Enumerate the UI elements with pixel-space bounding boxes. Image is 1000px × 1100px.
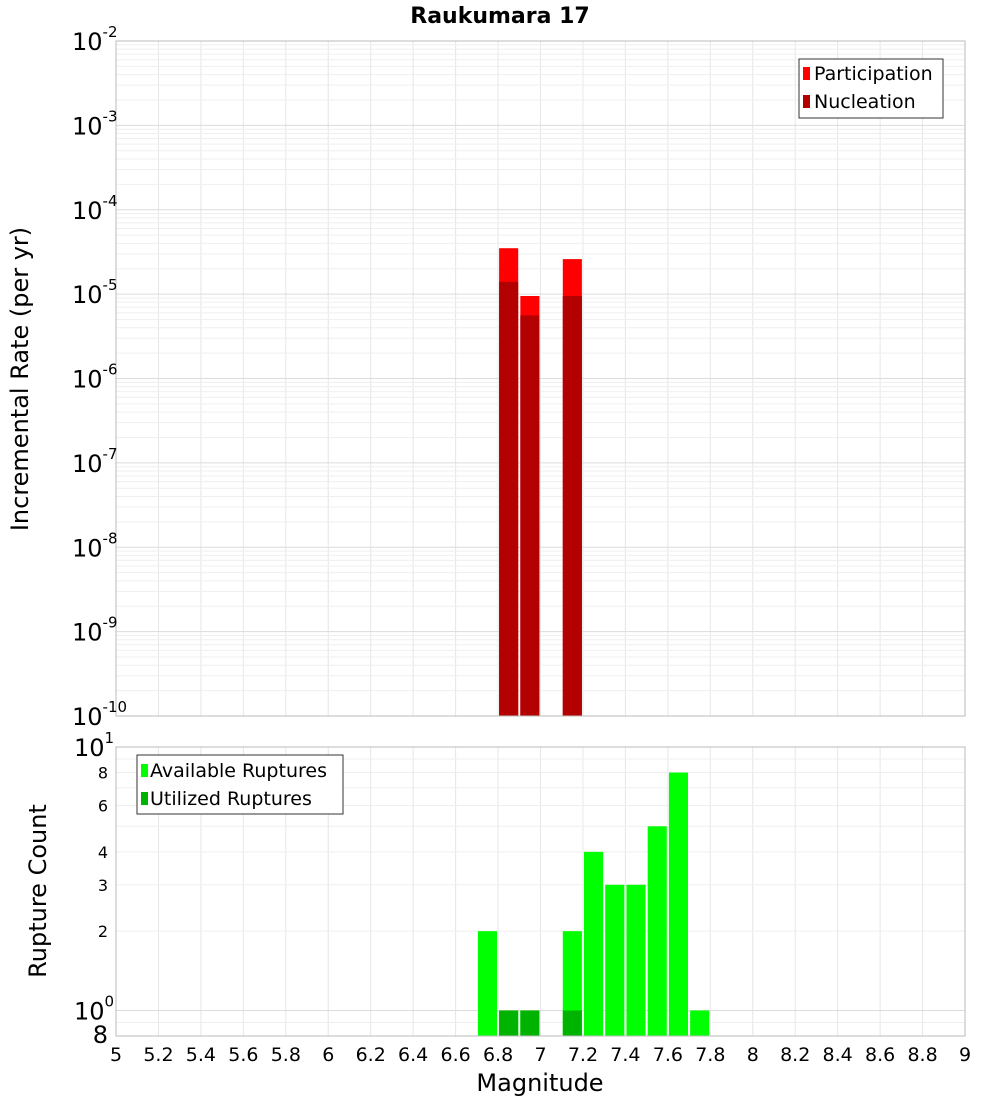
utilized-ruptures-bar: [499, 1010, 519, 1036]
bottom-y-axis-label: Rupture Count: [24, 804, 52, 978]
x-tick-label: 7.6: [653, 1044, 683, 1066]
legend-label-nucleation: Nucleation: [814, 91, 916, 113]
x-tick-label: 8.4: [823, 1044, 853, 1066]
x-tick-label: 8: [747, 1044, 759, 1066]
top-y-tick-exponent: -9: [103, 614, 118, 632]
x-tick-label: 5.8: [271, 1044, 301, 1066]
top-y-tick-exponent: -2: [103, 23, 118, 41]
x-tick-label: 5.2: [143, 1044, 173, 1066]
legend-swatch-participation: [803, 67, 810, 80]
x-tick-label: 8.2: [780, 1044, 810, 1066]
x-tick-label: 6: [322, 1044, 334, 1066]
top-y-tick-label: 10-6: [72, 361, 118, 394]
top-y-tick-exponent: -8: [103, 529, 118, 547]
available-ruptures-bar: [626, 884, 646, 1036]
x-tick-label: 7.8: [695, 1044, 725, 1066]
available-ruptures-bar: [690, 1010, 710, 1036]
bottom-y-minor-tick-label: 8: [93, 1021, 108, 1049]
available-ruptures-bar: [647, 826, 667, 1036]
bottom-y-minor-tick-label: 2: [98, 922, 108, 941]
top-y-tick-exponent: -7: [103, 445, 118, 463]
x-tick-label: 8.8: [907, 1044, 937, 1066]
nucleation-bar: [499, 281, 519, 716]
x-tick-label: 6.8: [483, 1044, 513, 1066]
bottom-y-ticks: 100 101 8 2 3 4 6 8: [74, 729, 114, 1049]
available-ruptures-bar: [584, 851, 604, 1036]
legend-swatch-utilized: [141, 792, 148, 805]
x-ticks: 5 5.2 5.4 5.6 5.8 6 6.2 6.4 6.6 6.8 7 7.2 7.4 7.6 7.8 8…: [110, 1044, 971, 1066]
top-y-tick-exponent: -3: [103, 107, 118, 125]
utilized-ruptures-bar: [520, 1010, 540, 1036]
legend-label-available: Available Ruptures: [150, 760, 327, 782]
top-y-tick-label: 10-5: [72, 276, 118, 309]
top-y-tick-label: 10-8: [72, 529, 118, 562]
bottom-bars: [477, 772, 710, 1036]
bottom-plot-frame: [115, 746, 966, 1037]
x-tick-label: 9: [959, 1044, 971, 1066]
top-y-tick-exponent: -4: [103, 192, 118, 210]
nucleation-bar: [520, 315, 540, 716]
bottom-panel: 100 101 8 2 3 4 6 8 5 5.2 5.4 5.6 5.8 6 6.2 6.4 6.6 6.8 7…: [24, 729, 971, 1097]
bottom-y-minor-tick-label: 4: [98, 843, 108, 862]
bottom-y-minor-tick-label: 6: [98, 796, 108, 815]
top-y-axis-label: Incremental Rate (per yr): [6, 227, 34, 531]
top-panel: 10-10 10-9 10-8 10-7 10-6 10-5 10-4 10-3 10-2 In…: [6, 23, 966, 731]
top-y-tick-label: 10-3: [72, 107, 118, 140]
top-y-tick-label: 10-4: [72, 192, 118, 225]
bottom-y-minor-tick-label: 8: [98, 764, 108, 783]
x-tick-label: 5.4: [186, 1044, 216, 1066]
legend-swatch-nucleation: [803, 95, 810, 108]
top-plot-frame: [115, 40, 966, 717]
top-bars: [499, 248, 582, 717]
top-grid: [115, 41, 966, 717]
top-y-tick-label: 10-10: [72, 698, 127, 731]
bottom-legend: Available Ruptures Utilized Ruptures: [136, 754, 344, 815]
available-ruptures-bar: [605, 884, 625, 1036]
top-y-tick-exponent: -6: [103, 361, 118, 379]
available-ruptures-bar: [668, 772, 689, 1036]
x-tick-label: 6.6: [440, 1044, 470, 1066]
x-axis-label: Magnitude: [476, 1069, 603, 1097]
x-tick-label: 5: [110, 1044, 122, 1066]
available-ruptures-bar: [562, 931, 582, 1036]
bottom-y-tick-exponent: 1: [105, 729, 115, 747]
bottom-y-minor-tick-label: 3: [98, 876, 108, 895]
x-tick-label: 7.4: [610, 1044, 640, 1066]
top-y-tick-label: 10-9: [72, 614, 118, 647]
chart-title: Raukumara 17: [410, 4, 589, 29]
top-y-tick-label: 10-2: [72, 23, 118, 56]
top-legend-box: [798, 58, 944, 119]
nucleation-bar: [562, 296, 582, 716]
available-ruptures-bar: [477, 931, 497, 1036]
top-y-tick-exponent: -10: [103, 698, 128, 716]
bottom-y-tick-label: 100: [74, 992, 114, 1025]
x-tick-label: 6.4: [398, 1044, 428, 1066]
legend-swatch-available: [141, 764, 148, 777]
utilized-ruptures-bar: [562, 1010, 582, 1036]
bottom-legend-box: [136, 754, 344, 815]
x-tick-label: 5.6: [228, 1044, 258, 1066]
x-tick-label: 8.6: [865, 1044, 895, 1066]
top-y-tick-label: 10-7: [72, 445, 118, 478]
top-y-ticks: 10-10 10-9 10-8 10-7 10-6 10-5 10-4 10-3 10-2: [72, 23, 127, 731]
x-tick-label: 7.2: [568, 1044, 598, 1066]
legend-label-participation: Participation: [814, 63, 933, 85]
legend-label-utilized: Utilized Ruptures: [150, 788, 312, 810]
x-tick-label: 7: [534, 1044, 546, 1066]
top-legend: Participation Nucleation: [798, 58, 944, 119]
bottom-y-tick-exponent: 0: [105, 992, 115, 1010]
bottom-y-tick-label: 101: [74, 729, 114, 762]
top-y-tick-exponent: -5: [103, 276, 118, 294]
x-tick-label: 6.2: [356, 1044, 386, 1066]
